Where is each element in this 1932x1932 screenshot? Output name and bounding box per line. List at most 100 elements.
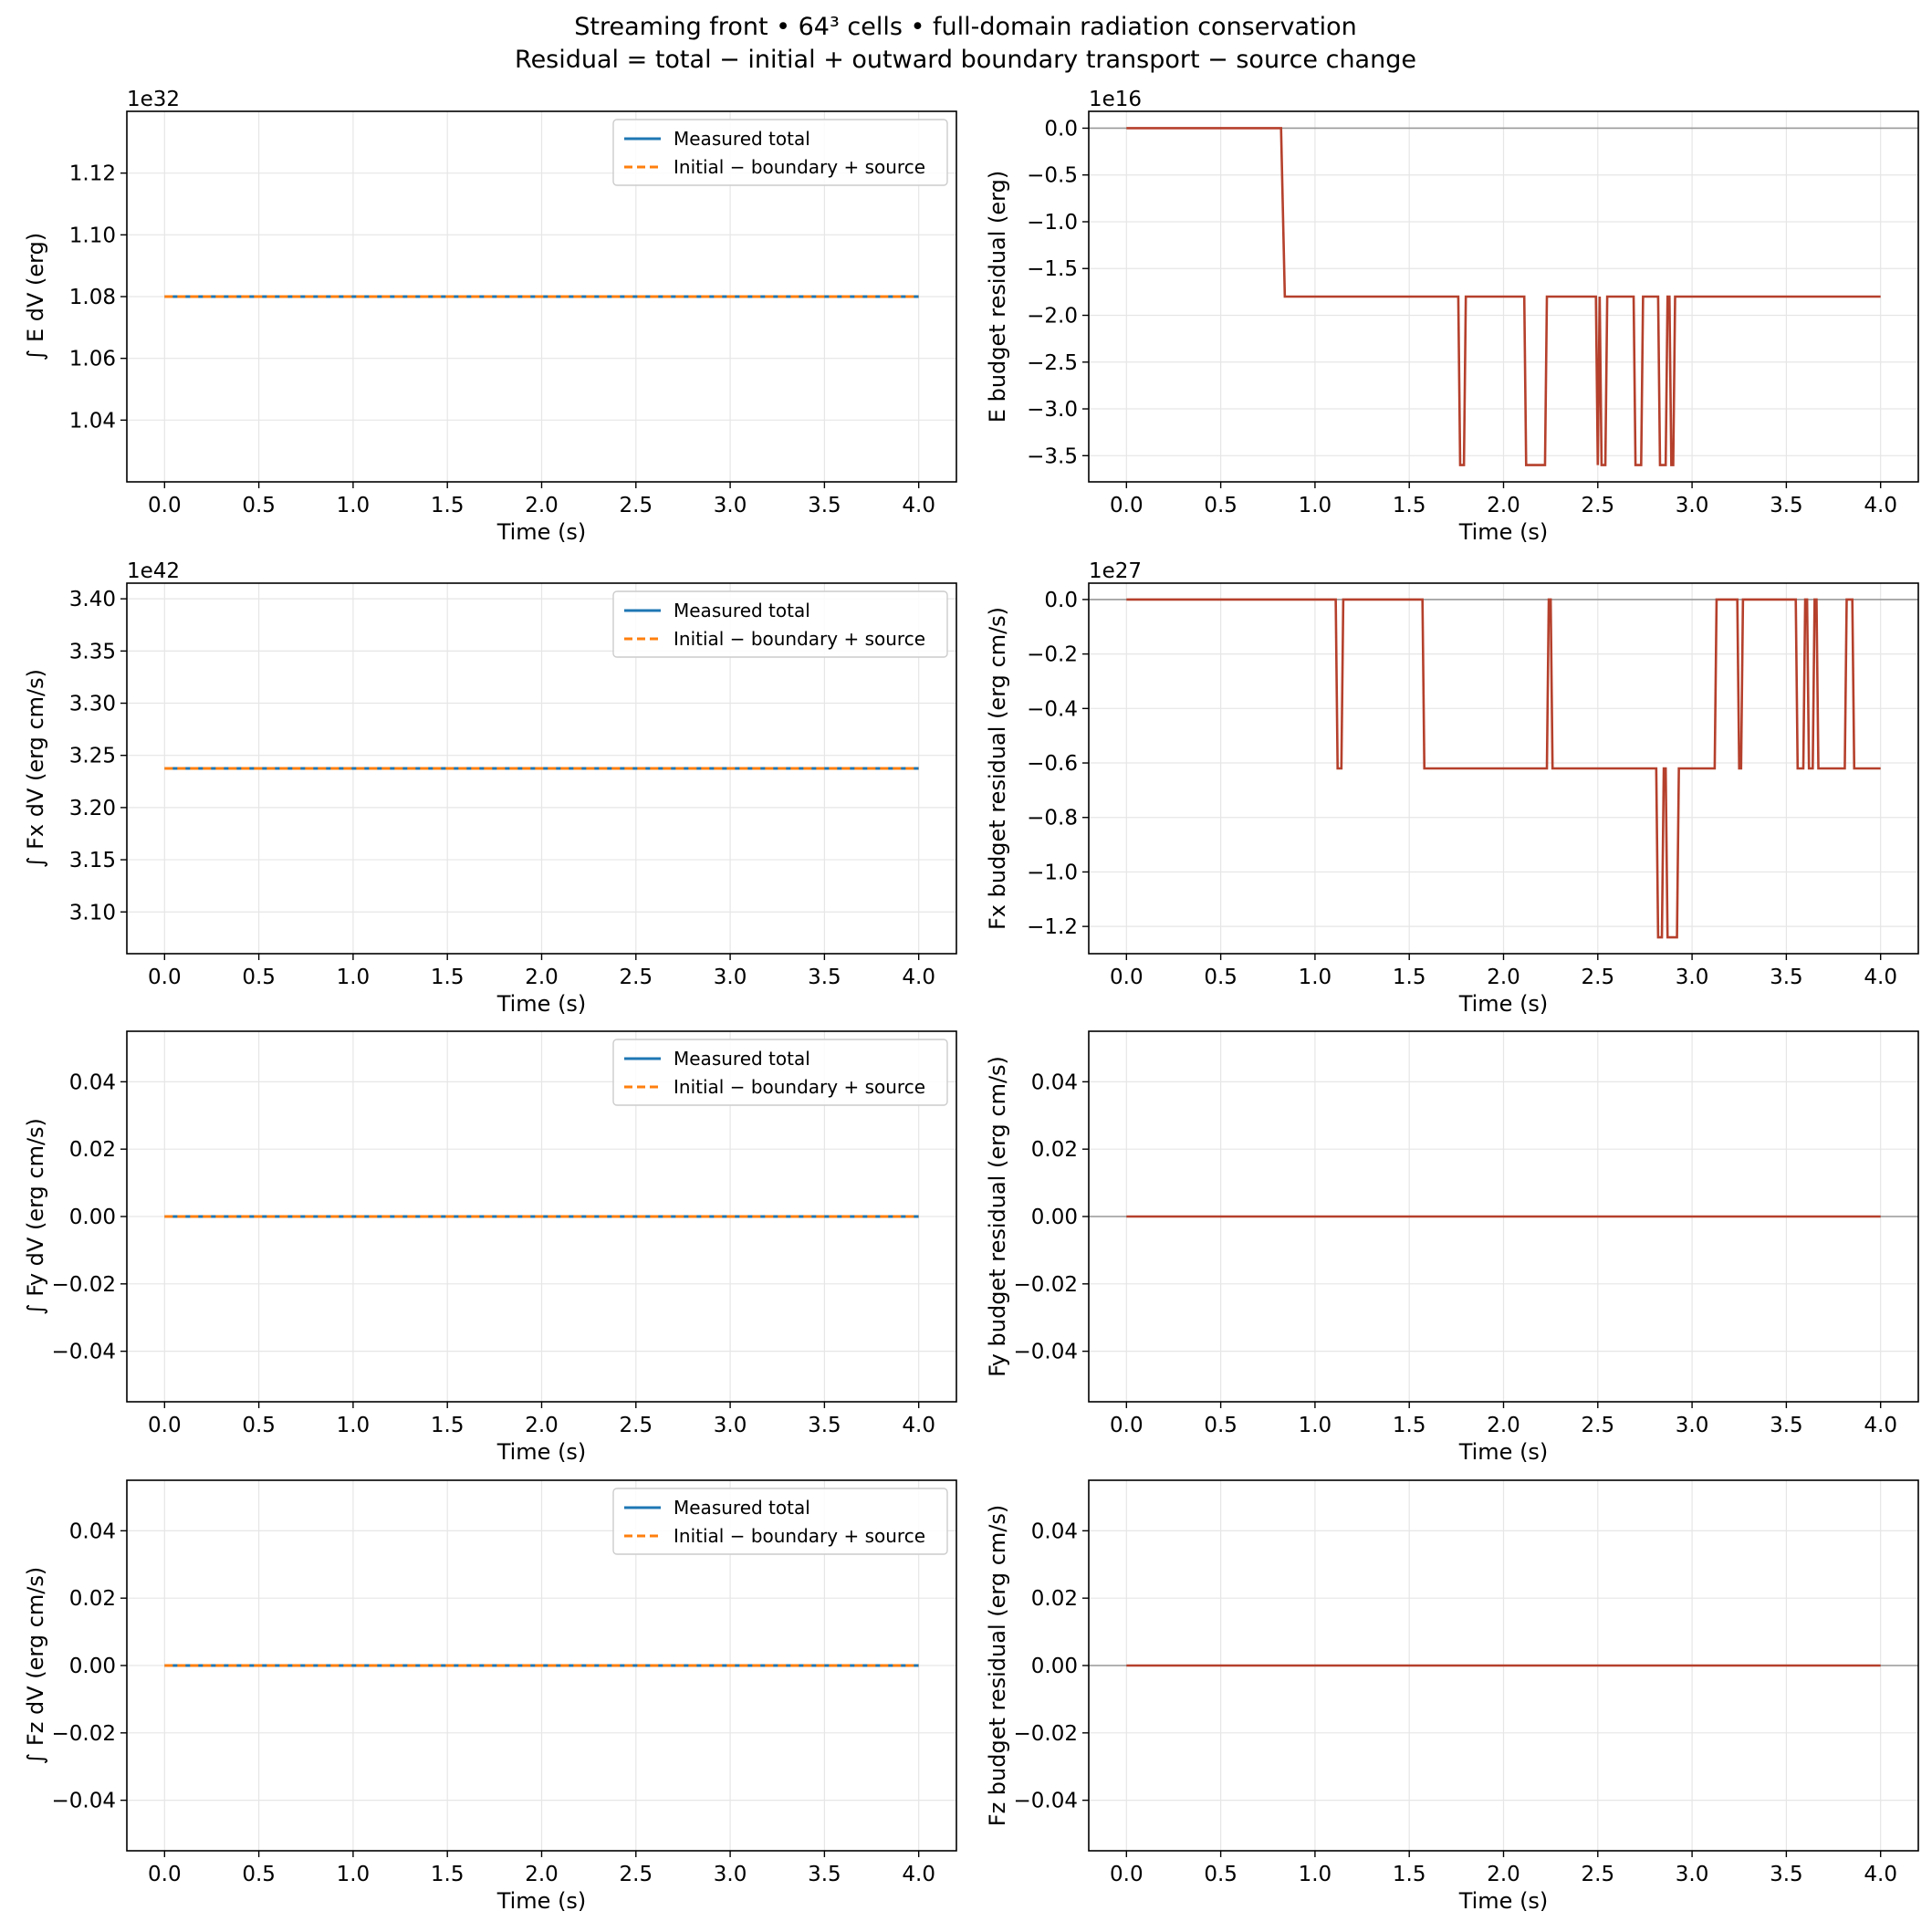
y-tick-label: −1.0 [1027,861,1078,884]
y-tick-label: 0.00 [69,1655,116,1678]
y-tick-label: −1.5 [1027,257,1078,281]
y-axis-label: Fy budget residual (erg cm/s) [985,1056,1010,1377]
x-tick-label: 3.5 [1770,494,1803,517]
x-tick-label: 4.0 [1864,494,1897,517]
x-tick-label: 3.5 [1770,966,1803,989]
x-tick-label: 2.0 [525,966,559,989]
subplot-grid: 0.0 0.5 1.0 1.5 2.0 2.5 3.0 3.5 4.0 1.04 1.06 1.08 1… [23,88,1919,1914]
x-axis-label: Time (s) [1458,519,1549,545]
axis-offset-label: 1e42 [127,559,180,583]
x-tick-label: 0.5 [242,494,276,517]
subplot-5: 0.0 0.5 1.0 1.5 2.0 2.5 3.0 3.5 4.0 0.04 0.02 0.00 −… [23,1030,957,1465]
y-tick-label: 3.35 [69,640,116,663]
x-tick-label: 2.0 [1487,1863,1520,1886]
y-tick-label: 3.20 [69,797,116,820]
y-tick-label: −0.4 [1027,697,1078,721]
x-tick-label: 0.5 [1204,1414,1238,1437]
x-tick-label: 3.0 [1676,1414,1709,1437]
y-axis-label: E budget residual (erg) [985,171,1010,423]
x-tick-label: 0.5 [242,966,276,989]
x-tick-label: 2.5 [620,1863,653,1886]
legend-label-measured: Measured total [674,600,810,621]
x-tick-label: 0.0 [1110,1414,1144,1437]
x-tick-label: 3.0 [1676,966,1709,989]
x-tick-label: 0.5 [1204,1863,1238,1886]
plot-area [1126,127,1881,466]
y-tick-label: 0.04 [1031,1070,1078,1094]
x-tick-label: 1.0 [1299,1863,1332,1886]
x-axis-label: Time (s) [496,1888,587,1914]
y-tick-label: −0.8 [1027,807,1078,830]
legend-label-measured: Measured total [674,1048,810,1070]
x-tick-label: 2.0 [1487,966,1520,989]
x-tick-label: 3.0 [1676,494,1709,517]
x-tick-label: 4.0 [902,1863,935,1886]
y-tick-label: 1.08 [69,286,116,309]
legend-label-measured: Measured total [674,1497,810,1519]
legend: Measured total Initial − boundary + sourc… [612,1488,948,1555]
x-tick-label: 4.0 [902,494,935,517]
x-tick-label: 0.5 [1204,494,1238,517]
x-tick-label: 0.0 [148,494,182,517]
x-tick-label: 2.5 [1582,1414,1615,1437]
legend-label-predicted: Initial − boundary + source [674,628,925,650]
subplot-7: 0.0 0.5 1.0 1.5 2.0 2.5 3.0 3.5 4.0 0.04 0.02 0.00 −… [23,1479,957,1914]
y-tick-label: 0.02 [1031,1587,1078,1611]
x-tick-label: 1.0 [337,966,371,989]
x-tick-label: 2.0 [525,494,559,517]
y-axis-label: Fx budget residual (erg cm/s) [985,607,1010,930]
x-axis-label: Time (s) [1458,991,1549,1017]
x-tick-label: 0.5 [1204,966,1238,989]
x-axis-label: Time (s) [496,519,587,545]
x-tick-label: 2.0 [525,1863,559,1886]
y-tick-label: −0.04 [52,1341,116,1364]
x-tick-label: 4.0 [1864,966,1897,989]
x-tick-label: 1.5 [431,1863,465,1886]
x-tick-label: 3.5 [1770,1863,1803,1886]
x-tick-label: 1.5 [431,966,465,989]
x-tick-label: 2.0 [525,1414,559,1437]
x-axis-label: Time (s) [496,991,587,1017]
y-tick-label: 0.0 [1044,589,1078,612]
legend-box [612,590,948,658]
figure-title-line-2: Residual = total − initial + outward bou… [515,46,1416,74]
x-tick-label: 1.5 [431,494,465,517]
y-tick-label: 0.04 [1031,1519,1078,1543]
x-tick-label: 1.5 [1393,494,1426,517]
y-tick-label: −0.04 [1014,1341,1078,1364]
x-tick-label: 1.5 [1393,1863,1426,1886]
y-tick-label: 0.04 [69,1519,116,1543]
x-tick-label: 1.0 [1299,494,1332,517]
x-tick-label: 1.0 [1299,1414,1332,1437]
x-tick-label: 2.5 [1582,494,1615,517]
axis-offset-label: 1e16 [1089,88,1142,111]
x-tick-label: 3.0 [714,966,747,989]
y-tick-label: 0.0 [1044,117,1078,141]
x-tick-label: 1.0 [337,1414,371,1437]
x-tick-label: 3.5 [1770,1414,1803,1437]
x-tick-label: 3.0 [714,1414,747,1437]
y-tick-label: −0.02 [1014,1722,1078,1746]
y-tick-label: 3.40 [69,588,116,611]
y-tick-label: 1.12 [69,162,116,186]
legend-box [612,119,948,186]
y-tick-label: 1.04 [69,409,116,433]
y-tick-label: −0.04 [52,1790,116,1813]
y-tick-label: −0.5 [1027,164,1078,188]
plot-area [1126,598,1881,939]
y-axis-label: ∫ Fy dV (erg cm/s) [23,1118,48,1315]
y-tick-label: −3.5 [1027,444,1078,468]
x-tick-label: 2.0 [1487,1414,1520,1437]
x-tick-label: 0.5 [242,1863,276,1886]
y-axis-label: ∫ E dV (erg) [23,233,48,360]
x-tick-label: 3.5 [808,1863,841,1886]
y-tick-label: −2.5 [1027,351,1078,375]
x-tick-label: 0.0 [1110,966,1144,989]
x-tick-label: 1.0 [1299,966,1332,989]
x-tick-label: 2.5 [1582,1863,1615,1886]
y-tick-label: −3.0 [1027,398,1078,422]
x-tick-label: 2.5 [620,1414,653,1437]
y-tick-label: −0.02 [52,1273,116,1297]
legend-label-predicted: Initial − boundary + source [674,1076,925,1098]
